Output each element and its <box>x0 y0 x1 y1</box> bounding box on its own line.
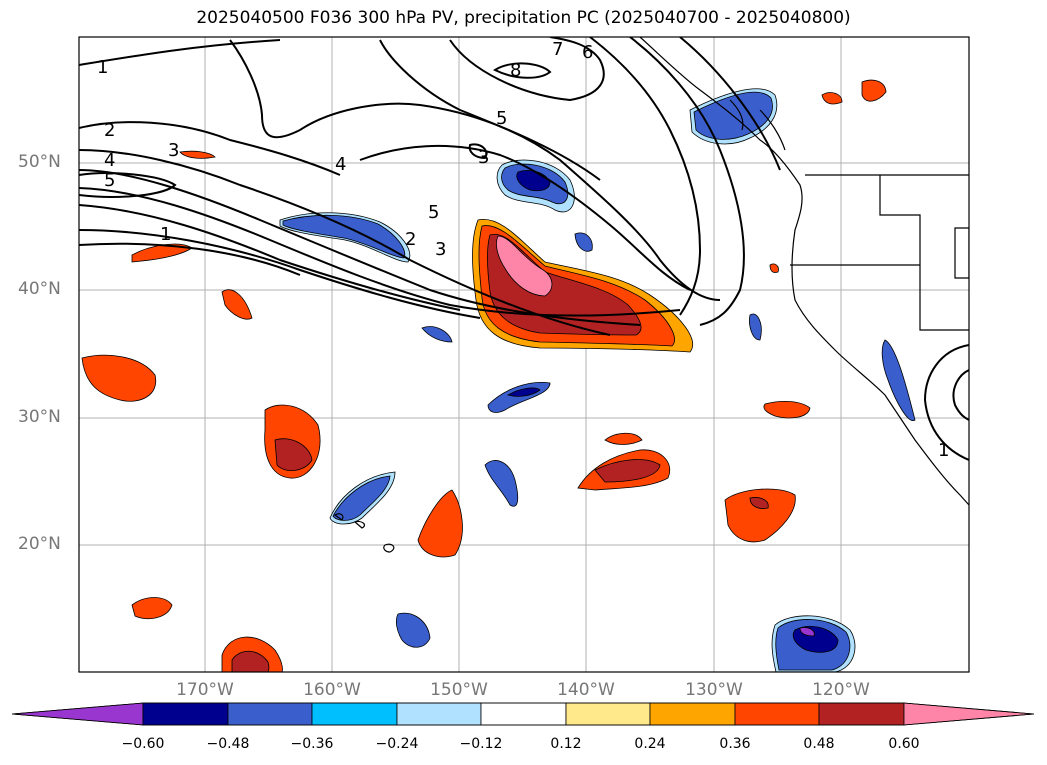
contour-label: 2 <box>104 120 115 141</box>
contour-label: 8 <box>510 60 521 81</box>
contour-label: 4 <box>335 154 346 175</box>
contour-label: 6 <box>582 42 593 63</box>
contour-label: 2 <box>405 229 416 250</box>
colorbar-tick-label: 0.60 <box>888 736 920 752</box>
colorbar-tick-label: 0.36 <box>719 736 751 752</box>
lat-label: 40°N <box>18 279 61 299</box>
contour-label: 4 <box>104 150 115 171</box>
colorbar-tick-label: −0.24 <box>375 736 419 752</box>
contour-label: 5 <box>104 170 115 191</box>
map-frame <box>78 36 970 673</box>
colorbar-extend-high <box>903 702 1035 726</box>
hawaii-islands <box>333 513 395 553</box>
contour-label: 3 <box>168 140 179 161</box>
colorbar <box>11 702 1035 726</box>
lon-label: 120°W <box>812 680 870 700</box>
lon-label: 160°W <box>303 680 361 700</box>
contour-label: 3 <box>435 239 446 260</box>
colorbar-tick-label: −0.48 <box>206 736 250 752</box>
lat-label: 30°N <box>18 407 61 427</box>
coastlines <box>333 37 969 553</box>
colorbar-tick-label: −0.12 <box>459 736 503 752</box>
contour-label: 1 <box>97 57 108 78</box>
colorbar-tick-label: 0.12 <box>550 736 582 752</box>
colorbar-tick-label: −0.60 <box>121 736 165 752</box>
pv-contours <box>79 37 969 461</box>
colorbar-tick-label: 0.24 <box>634 736 666 752</box>
precipitation-field <box>81 79 916 672</box>
contour-label: 1 <box>160 224 171 245</box>
lon-label: 140°W <box>557 680 615 700</box>
map-background <box>79 37 969 672</box>
contour-label: 5 <box>428 202 439 223</box>
contour-label: 3 <box>478 147 489 168</box>
contour-labels: 1 2 3 4 5 1 2 3 4 5 5 3 7 6 8 1 <box>97 39 949 461</box>
map-title: 2025040500 F036 300 hPa PV, precipitatio… <box>196 8 851 28</box>
colorbar-tick-label: 0.48 <box>803 736 835 752</box>
contour-label: 7 <box>552 39 563 60</box>
contour-label: 5 <box>496 108 507 129</box>
lon-label: 130°W <box>685 680 743 700</box>
lat-label: 20°N <box>18 534 61 554</box>
colorbar-extend-low <box>11 702 144 726</box>
lon-label: 170°W <box>176 680 234 700</box>
lat-label: 50°N <box>18 152 61 172</box>
contour-label: 1 <box>938 440 949 461</box>
colorbar-tick-label: −0.36 <box>290 736 334 752</box>
lon-label: 150°W <box>430 680 488 700</box>
north-america-coast <box>639 37 969 506</box>
